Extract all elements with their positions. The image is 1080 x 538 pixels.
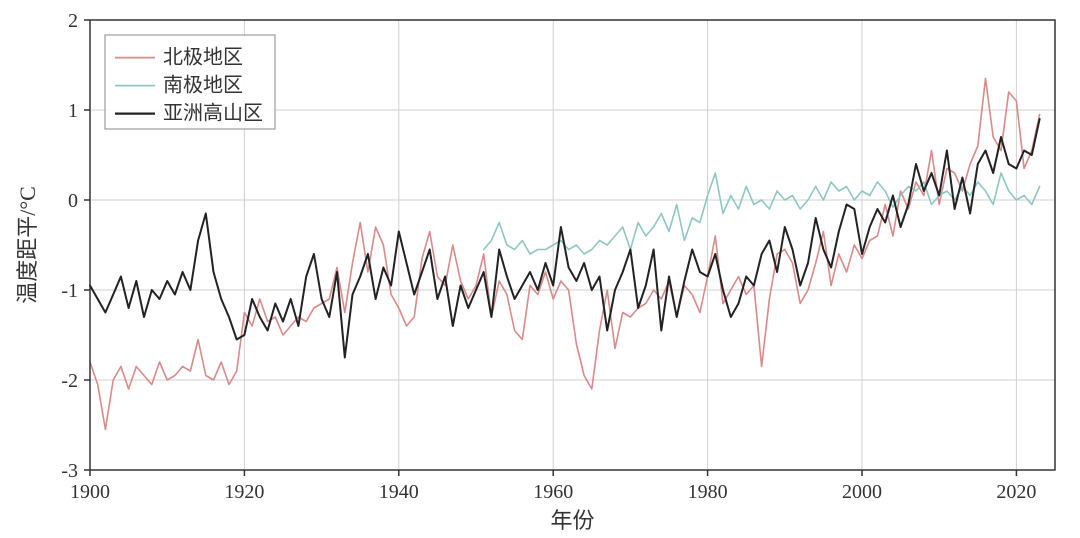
legend-label: 亚洲高山区 xyxy=(163,102,263,125)
ytick-label: -2 xyxy=(61,370,78,392)
x-axis-label: 年份 xyxy=(550,508,594,533)
legend-label: 北极地区 xyxy=(163,46,243,69)
y-axis-label: 温度距平/°C xyxy=(15,186,40,304)
xtick-label: 1920 xyxy=(224,481,264,503)
xtick-label: 1900 xyxy=(70,481,110,503)
series-line-1 xyxy=(484,173,1040,254)
ytick-label: 1 xyxy=(68,100,78,122)
ytick-label: -1 xyxy=(61,280,78,302)
chart-svg: 1900 1920 1940 1960 1980 2000 2020 -3 -2 -1 0 1 2 年份 温… xyxy=(0,0,1080,538)
legend-label: 南极地区 xyxy=(163,74,243,97)
xtick-label: 1940 xyxy=(379,481,419,503)
series-line-2 xyxy=(90,119,1040,358)
series-line-0 xyxy=(90,79,1040,430)
ytick-label: 2 xyxy=(68,10,78,32)
xtick-label: 1980 xyxy=(688,481,728,503)
xtick-label: 2020 xyxy=(996,481,1036,503)
ytick-label: 0 xyxy=(68,190,78,212)
xtick-label: 1960 xyxy=(533,481,573,503)
xtick-label: 2000 xyxy=(842,481,882,503)
temperature-anomaly-chart: 1900 1920 1940 1960 1980 2000 2020 -3 -2 -1 0 1 2 年份 温… xyxy=(0,0,1080,538)
ytick-label: -3 xyxy=(61,460,78,482)
